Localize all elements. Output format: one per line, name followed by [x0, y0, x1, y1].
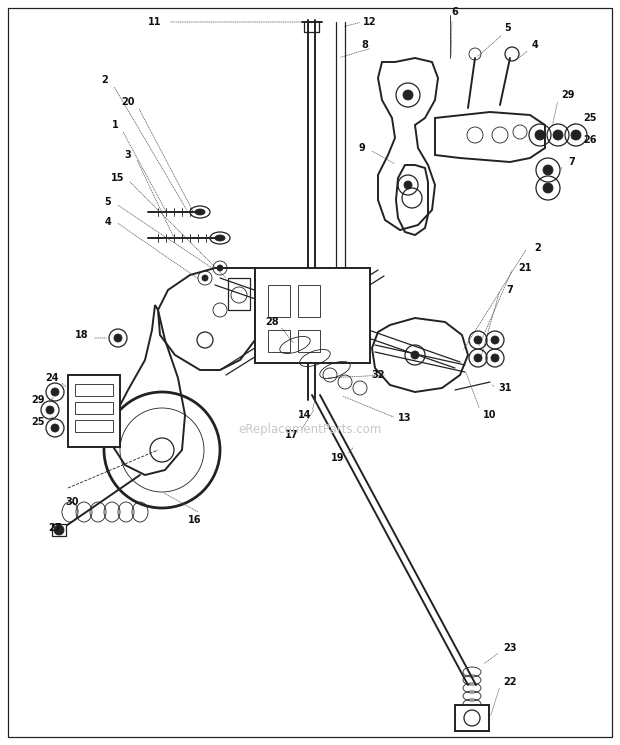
Circle shape: [54, 525, 64, 535]
Text: 23: 23: [503, 643, 516, 653]
Circle shape: [51, 388, 59, 396]
Text: 29: 29: [561, 90, 575, 100]
Text: 27: 27: [48, 523, 62, 533]
Text: 10: 10: [483, 410, 497, 420]
Bar: [75, 402, 113, 414]
Text: 19: 19: [331, 453, 345, 463]
Text: 13: 13: [398, 413, 412, 423]
Text: 11: 11: [148, 17, 162, 27]
Circle shape: [202, 275, 208, 281]
Text: 7: 7: [507, 285, 513, 295]
Bar: [298, 285, 320, 317]
Circle shape: [403, 90, 413, 100]
Bar: [75, 384, 113, 396]
Bar: [255, 268, 370, 363]
Bar: [75, 420, 113, 432]
Ellipse shape: [195, 209, 205, 215]
Text: 4: 4: [531, 40, 538, 50]
Text: 15: 15: [111, 173, 125, 183]
Text: 3: 3: [125, 150, 131, 160]
Bar: [68, 375, 120, 447]
Text: eReplacementParts.com: eReplacementParts.com: [238, 423, 382, 437]
Circle shape: [411, 351, 419, 359]
Bar: [268, 330, 290, 352]
Text: 18: 18: [75, 330, 89, 340]
Text: 25: 25: [31, 417, 45, 427]
Circle shape: [543, 165, 553, 175]
Circle shape: [571, 130, 581, 140]
Circle shape: [114, 334, 122, 342]
Text: 21: 21: [518, 263, 532, 273]
Circle shape: [404, 181, 412, 189]
Circle shape: [491, 354, 499, 362]
Circle shape: [553, 130, 563, 140]
Text: 24: 24: [45, 373, 59, 383]
Circle shape: [491, 336, 499, 344]
Text: 14: 14: [298, 410, 312, 420]
Text: 20: 20: [122, 97, 135, 107]
Bar: [52, 524, 66, 536]
Text: 28: 28: [265, 317, 279, 327]
Circle shape: [474, 336, 482, 344]
Circle shape: [217, 265, 223, 271]
Text: 17: 17: [285, 430, 299, 440]
Text: 2: 2: [102, 75, 108, 85]
Text: 12: 12: [363, 17, 377, 27]
Bar: [268, 285, 290, 317]
Text: 1: 1: [112, 120, 118, 130]
Circle shape: [51, 424, 59, 432]
Text: 5: 5: [105, 197, 112, 207]
Text: 25: 25: [583, 113, 596, 123]
Circle shape: [46, 406, 54, 414]
Text: 32: 32: [371, 370, 385, 380]
Text: 2: 2: [534, 243, 541, 253]
Text: 4: 4: [105, 217, 112, 227]
Text: 7: 7: [569, 157, 575, 167]
Text: 8: 8: [361, 40, 368, 50]
Text: 29: 29: [31, 395, 45, 405]
Circle shape: [543, 183, 553, 193]
Text: 6: 6: [451, 7, 458, 17]
Text: 31: 31: [498, 383, 511, 393]
Bar: [455, 705, 489, 731]
Text: 5: 5: [505, 23, 511, 33]
Bar: [228, 278, 250, 310]
Text: 22: 22: [503, 677, 516, 687]
Circle shape: [535, 130, 545, 140]
Text: 26: 26: [583, 135, 596, 145]
Text: 30: 30: [65, 497, 79, 507]
Ellipse shape: [215, 235, 225, 241]
Text: 16: 16: [188, 515, 202, 525]
Circle shape: [474, 354, 482, 362]
Text: 9: 9: [358, 143, 365, 153]
Bar: [298, 330, 320, 352]
